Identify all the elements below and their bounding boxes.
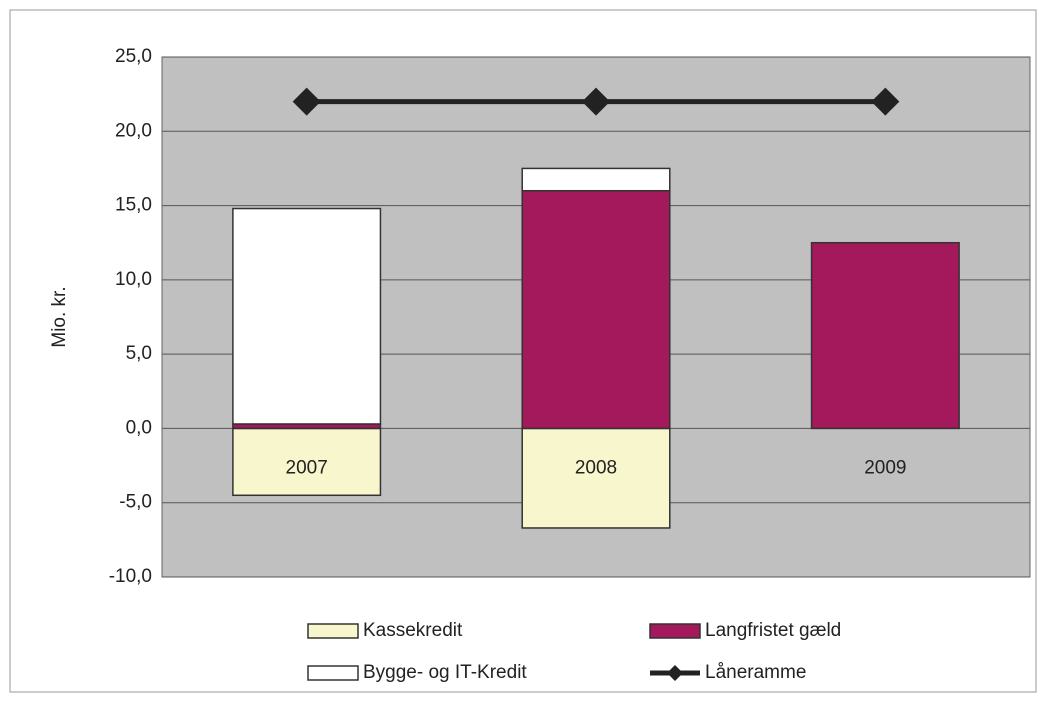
legend-label: Kassekredit xyxy=(363,620,463,641)
y-tick-label: 10,0 xyxy=(115,269,152,290)
legend-label: Bygge- og IT-Kredit xyxy=(363,662,527,683)
bar xyxy=(521,167,671,192)
y-tick-label: 5,0 xyxy=(126,343,152,364)
bar xyxy=(232,207,382,425)
x-tick-label: 2009 xyxy=(864,457,906,478)
x-tick-label: 2008 xyxy=(575,457,617,478)
y-tick-label: 25,0 xyxy=(115,46,152,67)
marker xyxy=(582,87,610,116)
legend-label: Låneramme xyxy=(705,662,806,683)
bar xyxy=(521,189,671,430)
y-tick-label: 0,0 xyxy=(126,417,152,438)
y-tick-label: -5,0 xyxy=(119,492,152,513)
x-tick-label: 2007 xyxy=(286,457,328,478)
legend-marker xyxy=(667,665,683,681)
bar xyxy=(521,427,671,529)
frame xyxy=(9,9,1037,693)
marker xyxy=(292,87,321,116)
legend-swatch xyxy=(649,623,701,639)
y-axis-label: Mio. kr. xyxy=(49,286,70,347)
y-tick-label: 15,0 xyxy=(115,195,152,216)
y-tick-label: -10,0 xyxy=(109,566,152,587)
legend-swatch xyxy=(307,665,359,681)
legend-swatch xyxy=(307,623,359,639)
marker xyxy=(871,87,900,116)
legend-label: Langfristet gæld xyxy=(705,620,841,641)
bar xyxy=(810,241,960,430)
y-tick-label: 20,0 xyxy=(115,120,152,141)
